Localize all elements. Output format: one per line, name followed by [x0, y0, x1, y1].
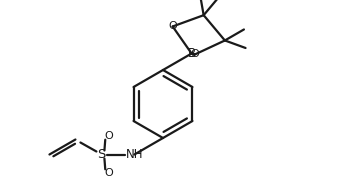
Text: S: S [97, 148, 106, 161]
Text: NH: NH [126, 148, 143, 161]
Text: O: O [191, 49, 199, 59]
Text: B: B [188, 47, 196, 60]
Text: O: O [104, 131, 113, 141]
Text: O: O [104, 168, 113, 178]
Text: O: O [168, 22, 177, 31]
